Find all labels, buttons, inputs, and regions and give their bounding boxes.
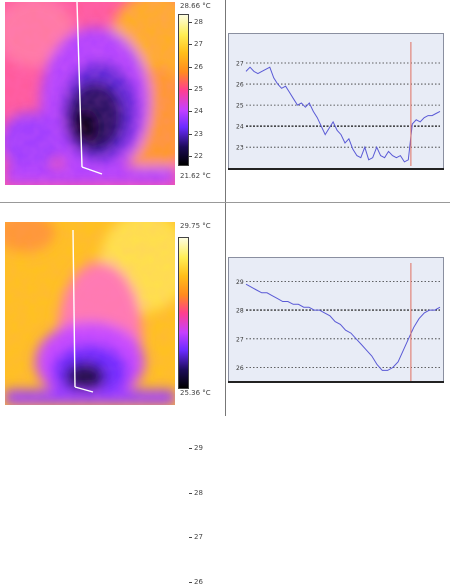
y-tick-label: 26 (236, 82, 244, 89)
scale-tick-label: 26 (194, 62, 203, 71)
scale-tick-mark (189, 582, 192, 583)
series-line (245, 283, 441, 371)
scale-tick-label: 25 (194, 85, 203, 93)
line-chart-bottom: 29 28 27 26 (236, 263, 441, 381)
scale-tick-mark (189, 66, 192, 68)
thermal-image-top (5, 2, 175, 185)
scale-tick-mark (189, 89, 192, 90)
chart-baseline-top (228, 168, 444, 170)
horizontal-divider (0, 202, 450, 203)
y-tick-label: 24 (236, 124, 244, 131)
y-tick-label: 25 (236, 103, 244, 110)
scale-tick-label: 27 (194, 40, 203, 49)
y-tick-label: 28 (236, 308, 244, 315)
scale-tick-label: 27 (194, 533, 203, 542)
y-tick-label: 29 (236, 279, 244, 286)
scale-tick-mark (189, 133, 192, 135)
color-scale-bar-bottom (178, 237, 189, 389)
chart-panel-top: 27 26 25 24 23 (226, 0, 450, 202)
scale-tick-label: 22 (194, 152, 203, 160)
chart-panel-bottom: 29 28 27 26 (226, 203, 450, 416)
chart-baseline-bottom (228, 381, 444, 383)
heatmap-layers (5, 222, 175, 405)
scale-tick-mark (189, 111, 192, 113)
scale-tick-label: 28 (194, 18, 203, 26)
thermal-max-label-top: 28.66 °C (180, 2, 211, 10)
color-scale-bar-top (178, 14, 189, 166)
line-chart-frame-bottom (228, 257, 444, 383)
scale-tick-mark (189, 156, 192, 157)
scale-tick-mark (189, 492, 192, 494)
scale-tick-label: 29 (194, 444, 203, 452)
series-line (245, 66, 441, 163)
y-tick-label: 26 (236, 365, 244, 372)
scale-tick-label: 26 (194, 578, 203, 586)
scale-tick-mark (189, 22, 192, 23)
scale-tick-mark (189, 448, 192, 449)
scale-tick-label: 28 (194, 488, 203, 497)
y-tick-label: 23 (236, 145, 244, 152)
scale-tick-label: 23 (194, 129, 203, 138)
heatmap-layers (5, 2, 175, 185)
thermal-panel-bottom: 29.75 °C 29 28 27 26 25.36 °C (0, 203, 225, 586)
scale-tick-mark (189, 537, 192, 539)
thermal-max-label-bottom: 29.75 °C (180, 222, 211, 230)
thermal-heatmap-top (5, 2, 175, 185)
y-tick-label: 27 (236, 336, 244, 343)
thermal-min-label-bottom: 25.36 °C (180, 389, 211, 397)
vertical-divider (225, 0, 226, 416)
thermal-panel-top: 28.66 °C 28 27 26 25 24 23 22 21.62 °C (0, 0, 225, 202)
thermal-heatmap-bottom (5, 222, 175, 405)
y-tick-label: 27 (236, 61, 244, 68)
scale-tick-mark (189, 44, 192, 46)
line-chart-top: 27 26 25 24 23 (236, 42, 441, 166)
thermal-min-label-top: 21.62 °C (180, 172, 211, 180)
scale-tick-label: 24 (194, 107, 203, 116)
thermal-image-bottom (5, 222, 175, 405)
